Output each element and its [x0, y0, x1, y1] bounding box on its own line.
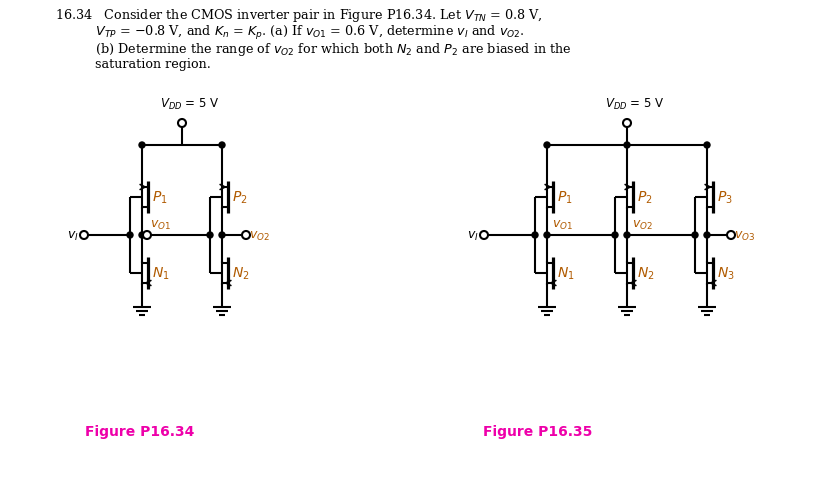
Text: 16.34   Consider the CMOS inverter pair in Figure P16.34. Let $V_{TN}$ = 0.8 V,: 16.34 Consider the CMOS inverter pair in… [55, 7, 542, 24]
Circle shape [80, 231, 88, 240]
Circle shape [480, 231, 488, 240]
Circle shape [139, 143, 145, 149]
Text: $P_2$: $P_2$ [232, 190, 248, 206]
Circle shape [612, 232, 618, 239]
Circle shape [544, 143, 550, 149]
Text: Figure P16.35: Figure P16.35 [483, 424, 592, 438]
Circle shape [704, 232, 710, 239]
Circle shape [139, 232, 145, 239]
Circle shape [242, 231, 250, 240]
Text: $P_1$: $P_1$ [152, 190, 167, 206]
Circle shape [219, 232, 225, 239]
Text: saturation region.: saturation region. [55, 58, 211, 71]
Text: $V_{DD}$ = 5 V: $V_{DD}$ = 5 V [160, 96, 219, 112]
Circle shape [727, 231, 735, 240]
Text: $V_{TP}$ = −0.8 V, and $K_n$ = $K_p$. (a) If $v_{O1}$ = 0.6 V, determine $v_I$ a: $V_{TP}$ = −0.8 V, and $K_n$ = $K_p$. (a… [55, 24, 525, 42]
Text: $v_I$: $v_I$ [467, 229, 479, 242]
Text: (b) Determine the range of $v_{O2}$ for which both $N_2$ and $P_2$ are biased in: (b) Determine the range of $v_{O2}$ for … [55, 41, 572, 58]
Circle shape [207, 232, 213, 239]
Text: $v_{O3}$: $v_{O3}$ [734, 229, 755, 242]
Text: $v_{O2}$: $v_{O2}$ [632, 218, 653, 231]
Text: $P_1$: $P_1$ [557, 190, 573, 206]
Text: Figure P16.34: Figure P16.34 [85, 424, 195, 438]
Circle shape [624, 232, 630, 239]
Circle shape [692, 232, 698, 239]
Circle shape [143, 231, 151, 240]
Circle shape [623, 120, 631, 128]
Circle shape [219, 143, 225, 149]
Circle shape [532, 232, 538, 239]
Circle shape [624, 143, 630, 149]
Text: $V_{DD}$ = 5 V: $V_{DD}$ = 5 V [605, 96, 664, 112]
Text: $N_1$: $N_1$ [152, 265, 170, 282]
Circle shape [178, 120, 186, 128]
Circle shape [544, 232, 550, 239]
Text: $N_2$: $N_2$ [637, 265, 654, 282]
Text: $N_3$: $N_3$ [717, 265, 735, 282]
Text: $v_{O2}$: $v_{O2}$ [249, 229, 270, 242]
Text: $v_{O1}$: $v_{O1}$ [552, 218, 573, 231]
Text: $v_I$: $v_I$ [68, 229, 79, 242]
Text: $N_1$: $N_1$ [557, 265, 575, 282]
Circle shape [704, 143, 710, 149]
Text: $P_3$: $P_3$ [717, 190, 733, 206]
Text: $v_{O1}$: $v_{O1}$ [150, 218, 171, 231]
Text: $N_2$: $N_2$ [232, 265, 250, 282]
Circle shape [127, 232, 133, 239]
Text: $P_2$: $P_2$ [637, 190, 653, 206]
